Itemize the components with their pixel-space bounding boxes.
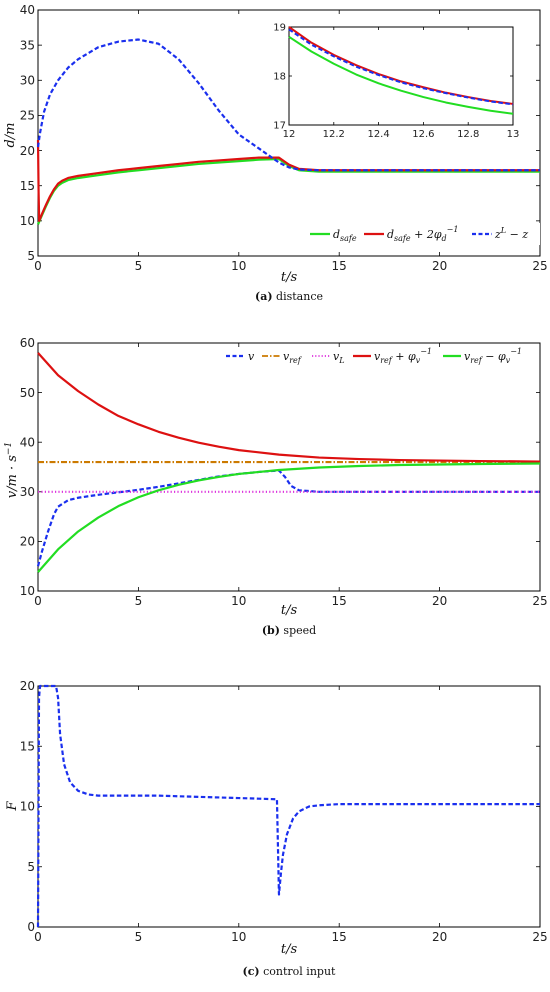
x-tick-label: 10 (231, 930, 246, 944)
x-axis-label-speed: t/s (281, 603, 298, 618)
series-line-z-l-z (36, 38, 540, 172)
x-tick-label: 5 (135, 259, 143, 273)
y-tick-label: 40 (20, 3, 35, 17)
y-tick-label: 35 (20, 38, 35, 52)
x-tick-label: 5 (135, 930, 143, 944)
x-tick-label: 5 (135, 594, 143, 608)
y-tick-label: 60 (20, 336, 35, 350)
y-tick-label: 19 (273, 23, 286, 34)
x-ticks-control: 0 5 10 15 20 25 (34, 686, 548, 944)
y-tick-label: 5 (27, 860, 35, 874)
x-tick-label: 0 (34, 259, 42, 273)
y-tick-label: 5 (27, 249, 35, 263)
y-tick-label: 0 (27, 920, 35, 934)
series-line-v (36, 469, 540, 567)
y-tick-label: 10 (20, 214, 35, 228)
x-tick-label: 20 (432, 594, 447, 608)
y-tick-label: 30 (20, 485, 35, 499)
y-ticks-distance: 5 10 15 20 25 30 35 40 (20, 3, 540, 263)
inset-series-lines (288, 26, 514, 115)
legend-entry-v-ref-minus: vref − φv−1 (464, 347, 522, 365)
series-lines-distance (36, 38, 540, 225)
caption-speed: (b) speed (262, 624, 316, 637)
x-tick-label: 10 (231, 259, 246, 273)
series-line-d-safe (288, 35, 514, 115)
series-lines-control (36, 684, 540, 928)
caption-control-input: (c) control input (243, 965, 337, 978)
series-lines-speed (36, 352, 541, 573)
x-tick-label: 0 (34, 930, 42, 944)
y-tick-label: 20 (20, 535, 35, 549)
y-tick-label: 50 (20, 386, 35, 400)
y-ticks-speed: 10 20 30 40 50 60 (20, 336, 540, 598)
x-tick-label: 12.4 (367, 129, 389, 140)
y-axis-label-distance: d/m (3, 122, 18, 147)
legend-box-distance (300, 223, 540, 245)
y-ticks-control: 0 5 10 15 20 (20, 679, 540, 934)
x-axis-label-control: t/s (281, 942, 298, 957)
inset-background (288, 26, 514, 126)
plot-frame-distance (37, 9, 541, 257)
y-tick-label: 25 (20, 109, 35, 123)
y-tick-label: 20 (20, 679, 35, 693)
series-line-v-ref-v-1 (37, 352, 541, 463)
x-tick-label: 15 (332, 930, 347, 944)
y-tick-label: 18 (273, 72, 286, 83)
x-tick-label: 12.6 (412, 129, 434, 140)
y-axis-label-speed: v/m · s−1 (4, 442, 20, 498)
x-tick-label: 12.2 (323, 129, 345, 140)
series-line-z-l-z (288, 28, 514, 106)
chart-control-input: 0 5 10 15 20 25 0 5 10 15 20 t/s F (c) control in… (5, 679, 548, 978)
legend-entry-v: v (248, 350, 255, 363)
y-tick-label: 30 (20, 73, 35, 87)
inset-zoom: 12 12.2 12.4 12.6 12.8 13 17 18 19 (273, 23, 519, 141)
series-line-d-safe (36, 157, 540, 225)
x-tick-label: 13 (507, 129, 520, 140)
y-tick-label: 17 (273, 121, 286, 132)
x-tick-label: 25 (532, 930, 547, 944)
series-line-control (36, 684, 540, 928)
x-tick-label: 10 (231, 594, 246, 608)
x-tick-label: 0 (34, 594, 42, 608)
y-tick-label: 10 (20, 800, 35, 814)
y-axis-label-control: F (5, 801, 20, 812)
x-ticks-speed: 0 5 10 15 20 25 (34, 343, 548, 608)
y-tick-label: 20 (20, 144, 35, 158)
y-tick-label: 10 (20, 584, 35, 598)
y-tick-label: 15 (20, 179, 35, 193)
legend-distance: dsafe dsafe + 2φd−1 zL − z (300, 223, 540, 245)
x-tick-label: 20 (432, 259, 447, 273)
caption-distance: (a) distance (255, 290, 323, 303)
legend-entry-v-ref: vref (283, 350, 303, 365)
series-line-d-safe-2-d-1 (288, 26, 514, 105)
x-tick-label: 20 (432, 930, 447, 944)
legend-entry-v-l: vL (333, 350, 345, 365)
x-tick-label: 25 (532, 259, 547, 273)
y-tick-label: 15 (20, 739, 35, 753)
legend-entry-v-ref-plus: vref + φv−1 (374, 347, 432, 365)
plot-frame-control (37, 685, 541, 928)
series-line-v-ref-v-1 (37, 462, 541, 573)
x-tick-label: 15 (332, 259, 347, 273)
plot-frame-speed (37, 342, 541, 592)
x-ticks-distance: 0 5 10 15 20 25 (34, 10, 548, 273)
x-axis-label-distance: t/s (281, 270, 298, 285)
x-tick-label: 12.8 (457, 129, 479, 140)
x-tick-label: 12 (283, 129, 296, 140)
x-tick-label: 15 (332, 594, 347, 608)
legend-entry-zl-z: zL − z (494, 226, 528, 241)
series-line-d-safe-2-d-1 (36, 140, 540, 222)
x-tick-label: 25 (532, 594, 547, 608)
inset-x-ticks: 12 12.2 12.4 12.6 12.8 13 (283, 27, 520, 140)
y-tick-label: 40 (20, 435, 35, 449)
legend-speed: v vref vL vref + φv−1 vref − φv−1 (226, 347, 522, 365)
chart-speed: 0 5 10 15 20 25 10 20 30 40 50 60 v vref vL vref +… (4, 336, 548, 637)
